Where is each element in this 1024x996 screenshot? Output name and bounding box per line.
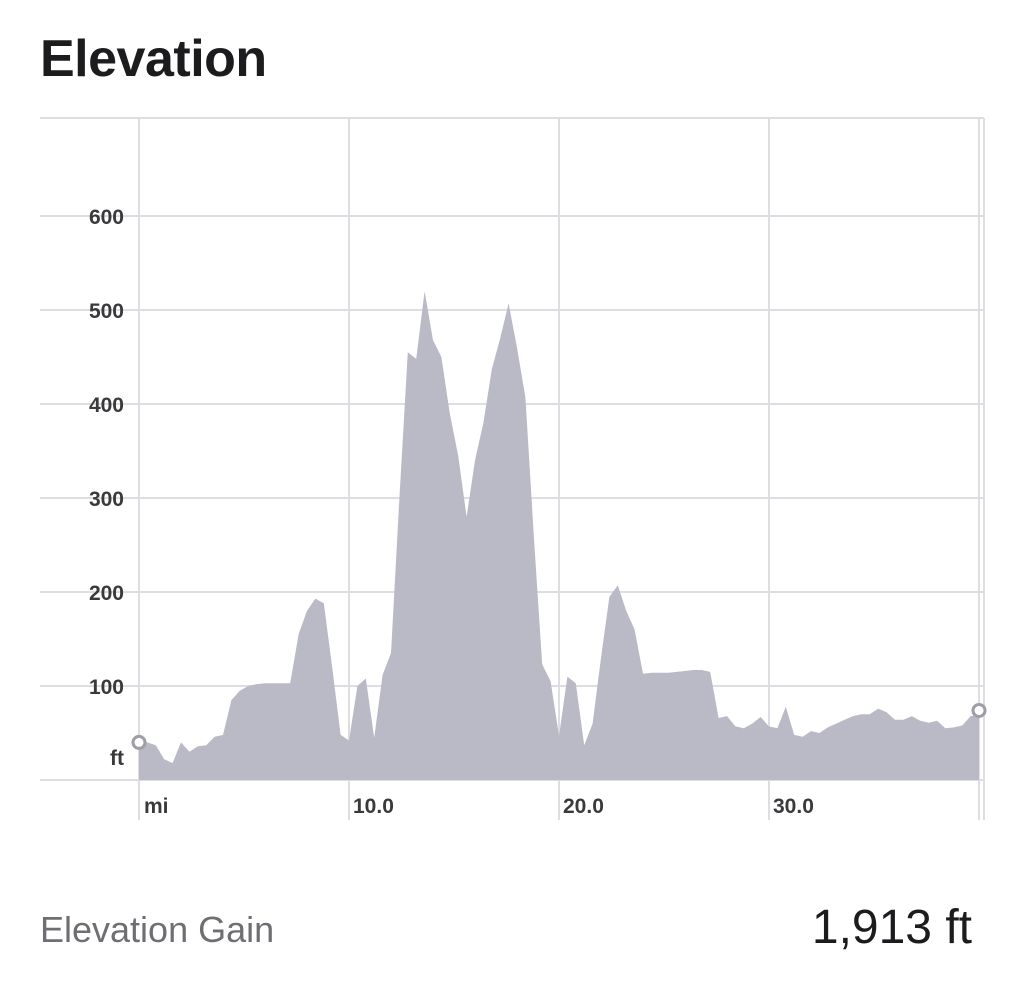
y-tick-label: 400 <box>89 394 124 417</box>
elevation-gain-label: Elevation Gain <box>40 909 275 950</box>
elevation-gain-value: 1,913 ft <box>811 901 972 954</box>
elevation-gain-row: Elevation Gain 1,913 ft <box>40 892 972 964</box>
axis-labels: ft mi 100 200 300 400 500 600 10.0 20.0 30.0 <box>89 206 814 818</box>
x-tick-label: 20.0 <box>563 795 604 818</box>
end-marker <box>971 702 987 718</box>
y-tick-label: 600 <box>89 206 124 229</box>
start-marker <box>131 734 147 750</box>
x-tick-label: 30.0 <box>773 795 814 818</box>
x-tick-label: 10.0 <box>353 795 394 818</box>
elevation-chart[interactable]: ft mi 100 200 300 400 500 600 10.0 20.0 30.0 <box>0 0 1024 840</box>
y-tick-label: 300 <box>89 488 124 511</box>
y-unit-label: ft <box>110 747 124 770</box>
x-unit-label: mi <box>144 795 169 818</box>
end-markers <box>131 702 987 750</box>
elevation-area <box>139 291 979 780</box>
y-tick-label: 100 <box>89 676 124 699</box>
y-tick-label: 200 <box>89 582 124 605</box>
page-title: Elevation <box>40 30 267 88</box>
y-tick-label: 500 <box>89 300 124 323</box>
